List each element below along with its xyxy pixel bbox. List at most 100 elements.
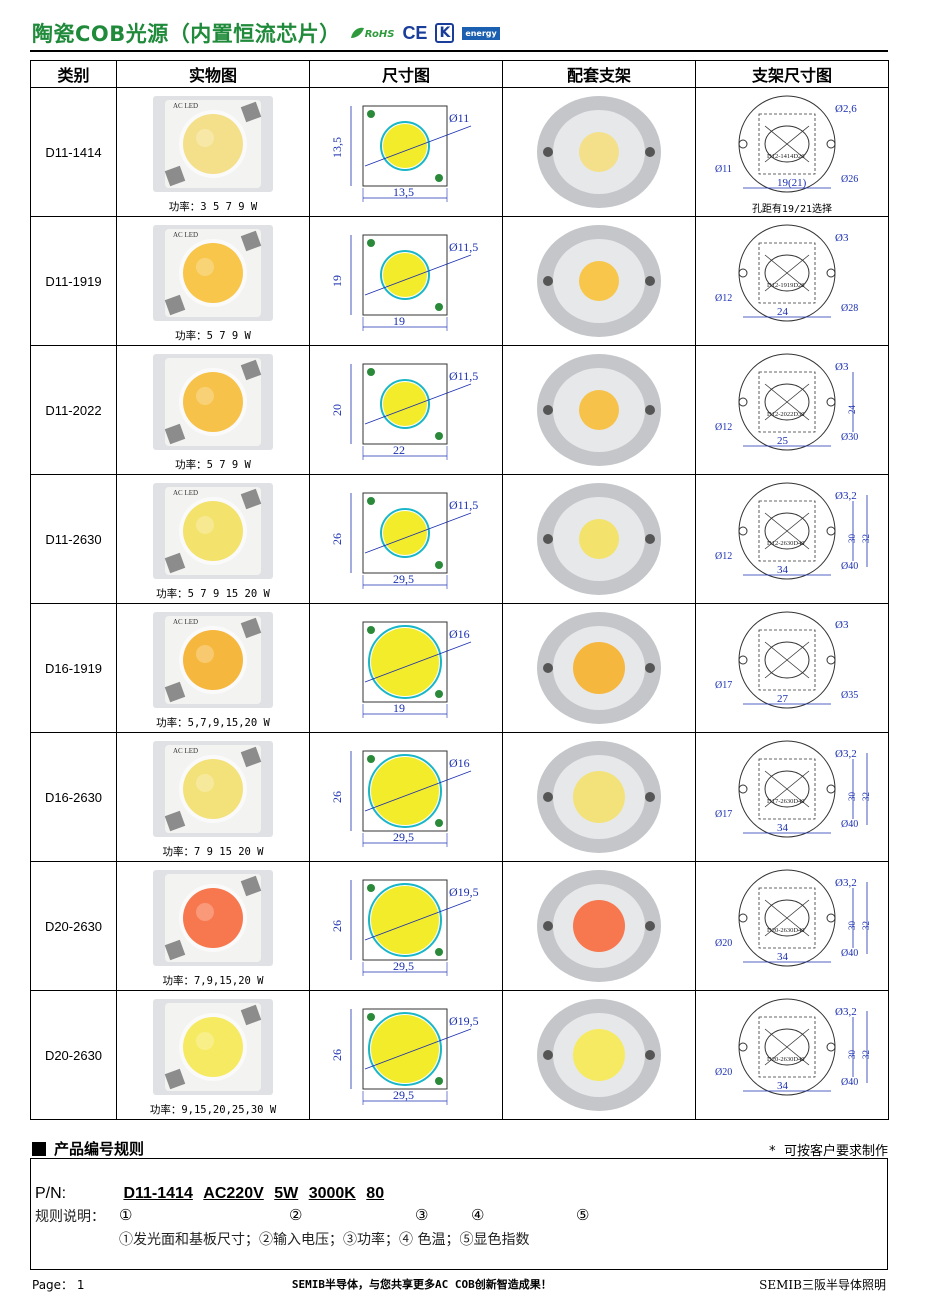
svg-text:Ø3,2: Ø3,2	[835, 748, 857, 760]
svg-text:Ø16: Ø16	[449, 756, 470, 770]
svg-text:D12-2630D40: D12-2630D40	[767, 540, 805, 547]
cob-chip-photo: AC LED	[153, 741, 273, 837]
pn-segment: 3000K	[308, 1185, 356, 1202]
svg-text:30: 30	[847, 792, 857, 802]
svg-text:D12-2022D30: D12-2022D30	[767, 411, 805, 418]
col-header: 配套支架	[502, 60, 696, 88]
dimension-cell: 19 Ø16	[309, 603, 503, 733]
dimension-cell: 29,5 26 Ø19,5	[309, 990, 503, 1120]
dimension-drawing: 13,5 13,5 Ø11	[330, 105, 472, 202]
holder-cell	[502, 474, 696, 604]
dimension-drawing: 29,5 26 Ø16	[330, 750, 472, 847]
svg-text:19: 19	[393, 314, 405, 328]
model-cell: D16-2630	[30, 732, 117, 862]
svg-text:34: 34	[777, 822, 789, 834]
svg-text:Ø12: Ø12	[715, 551, 732, 562]
kc-logo: K	[435, 23, 455, 43]
holder-photo	[537, 612, 661, 724]
model-cell: D11-1414	[30, 87, 117, 217]
table-header-row: 类别 实物图 尺寸图 配套支架 支架尺寸图	[30, 60, 889, 88]
holder-cell	[502, 87, 696, 217]
photo-cell: AC LED 功率：5 7 9 15 20 W	[116, 474, 310, 604]
power-caption: 功率：5 7 9 15 20 W	[156, 588, 270, 600]
bracket-dim-cell: 27 Ø3 Ø17 Ø35	[695, 603, 889, 733]
cob-chip-photo	[153, 999, 273, 1095]
holder-photo	[537, 96, 661, 208]
bracket-dim-cell: 34 Ø3,2 Ø12 Ø40 D12-2630D40 30 32	[695, 474, 889, 604]
svg-text:25: 25	[777, 435, 789, 447]
svg-text:34: 34	[777, 564, 789, 576]
emitting-surface	[183, 888, 243, 948]
dimension-cell: 29,5 26 Ø11,5	[309, 474, 503, 604]
emitting-surface	[183, 243, 243, 303]
svg-text:30: 30	[847, 534, 857, 544]
svg-text:24: 24	[847, 405, 857, 415]
model-cell: D11-1919	[30, 216, 117, 346]
svg-text:30: 30	[847, 921, 857, 931]
dimension-drawing: 22 20 Ø11,5	[330, 363, 478, 460]
bracket-drawing: 24 Ø3 Ø12 Ø28 D12-1919D28	[715, 224, 858, 322]
svg-text:20: 20	[330, 404, 344, 416]
bracket-dim-cell: 34 Ø3,2 Ø17 Ø40 D17-2630D40 30 32	[695, 732, 889, 862]
svg-text:Ø28: Ø28	[841, 303, 858, 314]
svg-text:AC LED: AC LED	[173, 102, 198, 110]
svg-text:Ø17: Ø17	[715, 809, 732, 820]
bracket-drawing: 34 Ø3,2 Ø12 Ø40 D12-2630D40 30 32	[715, 482, 871, 580]
photo-cell: AC LED 功率：3 5 7 9 W	[116, 87, 310, 217]
dimension-drawing: 29,5 26 Ø11,5	[330, 492, 478, 589]
footer-slogan: SEMIB半导体，与您共享更多AC COB创新智造成果！	[291, 1278, 552, 1291]
bracket-drawing: 27 Ø3 Ø17 Ø35	[715, 611, 858, 709]
svg-text:D12-1919D28: D12-1919D28	[767, 282, 805, 289]
col-header: 实物图	[116, 60, 310, 88]
svg-text:D17-2630D40: D17-2630D40	[767, 798, 805, 805]
rules-heading: 产品编号规则	[32, 1138, 144, 1159]
svg-text:26: 26	[330, 920, 344, 932]
table-row: D16-1919 AC LED 功率：5,7,9,15,20 W 19 Ø16 27 Ø3 Ø…	[30, 603, 889, 733]
svg-text:22: 22	[393, 443, 405, 457]
bracket-dim-cell: 25 Ø3 Ø12 Ø30 D12-2022D30 24	[695, 345, 889, 475]
cert-logos: RoHS CE K energy	[349, 23, 500, 44]
holder-photo	[537, 741, 661, 853]
photo-cell: 功率：9,15,20,25,30 W	[116, 990, 310, 1120]
page-header: 陶瓷COB光源（内置恒流芯片） RoHS CE K energy	[32, 18, 500, 48]
holder-cell	[502, 990, 696, 1120]
rule-mark: ③	[415, 1206, 429, 1224]
bracket-note: 孔距有19/21选择	[751, 204, 833, 215]
svg-text:Ø3,2: Ø3,2	[835, 1006, 857, 1018]
svg-text:27: 27	[777, 693, 789, 705]
emitting-surface	[183, 114, 243, 174]
ce-logo: CE	[402, 22, 428, 43]
bracket-drawing: 34 Ø3,2 Ø20 Ø40 D20-2630D40 30 32	[715, 869, 871, 967]
table-row: D16-2630 AC LED 功率：7 9 15 20 W 29,5 26 Ø16 34 Ø…	[30, 732, 889, 862]
header-rule	[30, 50, 888, 52]
svg-text:Ø40: Ø40	[841, 948, 858, 959]
model-cell: D16-1919	[30, 603, 117, 733]
svg-text:D12-1414D26: D12-1414D26	[767, 153, 805, 160]
svg-text:19: 19	[330, 275, 344, 287]
pn-label: P/N:	[35, 1185, 67, 1202]
pn-segment: 80	[366, 1185, 385, 1202]
svg-text:Ø20: Ø20	[715, 938, 732, 949]
svg-text:32: 32	[861, 534, 871, 543]
col-header: 尺寸图	[309, 60, 503, 88]
power-caption: 功率：3 5 7 9 W	[168, 201, 258, 213]
svg-text:Ø3: Ø3	[835, 232, 849, 244]
power-caption: 功率：5 7 9 W	[175, 459, 251, 471]
power-caption: 功率：5 7 9 W	[175, 330, 251, 342]
bracket-dim-cell: 34 Ø3,2 Ø20 Ø40 D20-2630D40 30 32	[695, 990, 889, 1120]
photo-cell: 功率：5 7 9 W	[116, 345, 310, 475]
rule-description: ①发光面和基板尺寸；②输入电压；③功率；④ 色温；⑤显色指数	[119, 1232, 530, 1248]
svg-text:32: 32	[861, 1050, 871, 1059]
model-cell: D20-2630	[30, 861, 117, 991]
svg-text:Ø40: Ø40	[841, 1077, 858, 1088]
dimension-drawing: 29,5 26 Ø19,5	[330, 1008, 479, 1105]
dimension-cell: 22 20 Ø11,5	[309, 345, 503, 475]
bracket-drawing: 34 Ø3,2 Ø17 Ø40 D17-2630D40 30 32	[715, 740, 871, 838]
svg-text:26: 26	[330, 1049, 344, 1061]
rule-mark: ①	[119, 1206, 133, 1224]
emitting-surface	[183, 759, 243, 819]
power-caption: 功率：5,7,9,15,20 W	[156, 717, 270, 729]
emitting-surface	[183, 501, 243, 561]
svg-text:D20-2630D40: D20-2630D40	[767, 1056, 805, 1063]
holder-cell	[502, 732, 696, 862]
